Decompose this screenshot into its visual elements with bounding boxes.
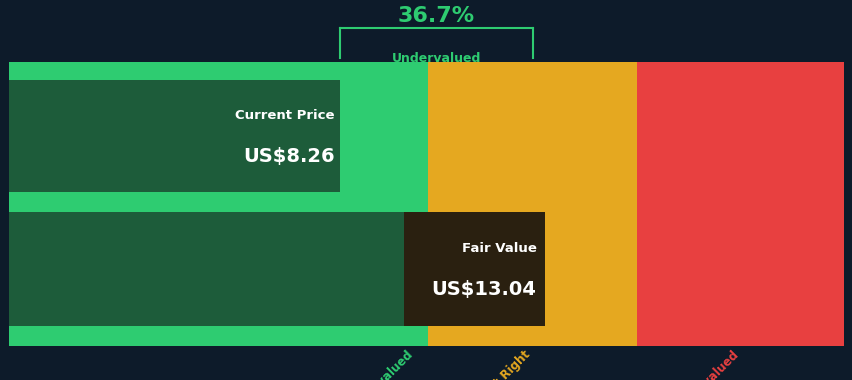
Text: 20% Undervalued: 20% Undervalued [324,348,415,380]
Text: About Right: About Right [467,348,532,380]
Bar [9,80,340,192]
Bar [636,62,843,347]
Text: 20% Overvalued: 20% Overvalued [654,348,740,380]
Bar [9,62,427,347]
Text: US$8.26: US$8.26 [243,147,334,166]
Bar [404,212,544,326]
Bar [427,62,636,347]
Bar [9,212,532,326]
Text: US$13.04: US$13.04 [431,280,536,299]
Text: 36.7%: 36.7% [398,6,475,26]
Text: Fair Value: Fair Value [461,242,536,255]
Text: Undervalued: Undervalued [391,52,481,65]
Bar [9,326,427,347]
Text: Current Price: Current Price [234,109,334,122]
Bar [9,192,427,212]
Bar [187,80,340,192]
